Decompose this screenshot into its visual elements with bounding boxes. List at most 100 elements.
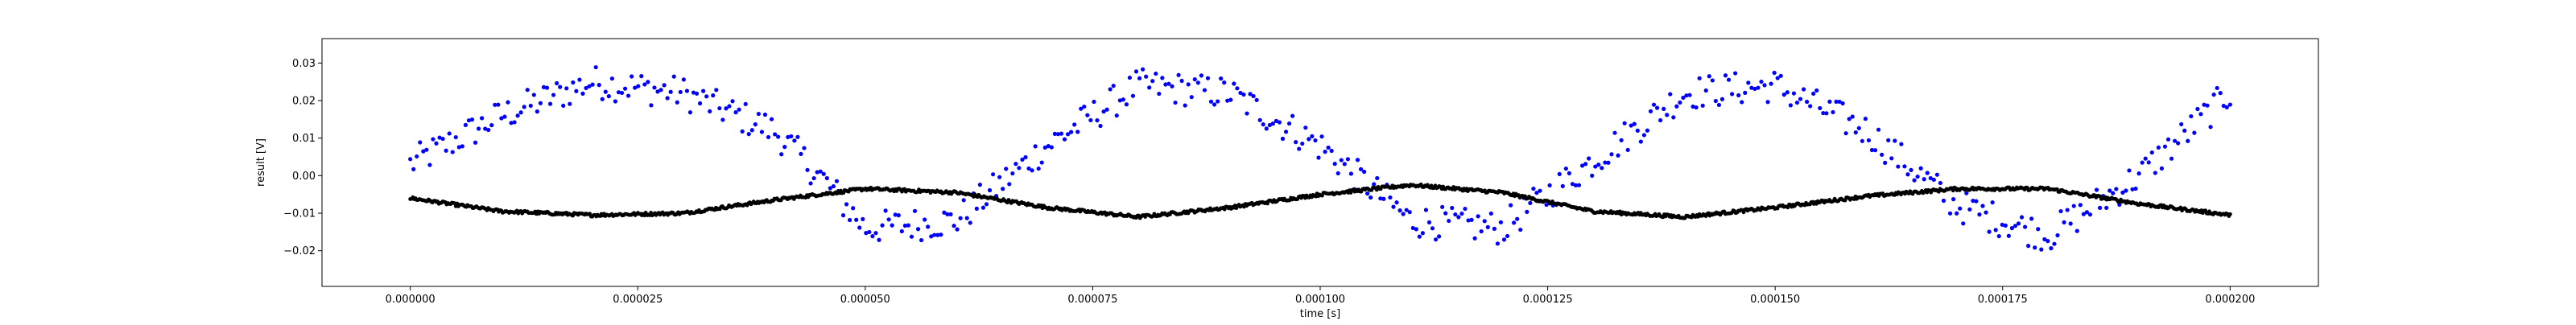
data-point <box>1619 138 1624 142</box>
data-point <box>2026 244 2031 249</box>
data-point <box>1654 105 1660 110</box>
data-point <box>2149 150 2154 155</box>
data-point <box>1199 73 1203 78</box>
x-tick-label: 0.000200 <box>2205 294 2255 306</box>
data-point <box>1603 160 1608 165</box>
data-point <box>415 154 419 159</box>
data-point <box>1749 85 1754 90</box>
data-point <box>883 208 888 213</box>
data-point <box>844 202 849 207</box>
data-point <box>1781 93 1786 97</box>
data-point <box>1544 202 1549 208</box>
data-point <box>1899 142 1904 146</box>
data-point <box>1426 220 1432 225</box>
series-0 <box>408 64 2232 252</box>
data-point <box>1365 191 1370 196</box>
data-point <box>1740 100 1744 105</box>
data-point <box>818 169 823 174</box>
data-point <box>1922 177 1926 182</box>
data-point <box>1762 83 1767 88</box>
data-point <box>1030 168 1034 173</box>
data-point <box>1866 138 1872 143</box>
data-point <box>2058 208 2063 214</box>
data-point <box>1505 233 1510 239</box>
data-point <box>1710 78 1715 83</box>
data-point <box>2227 102 2232 107</box>
data-point <box>639 74 644 79</box>
data-point <box>961 198 966 203</box>
data-point <box>2165 137 2171 142</box>
data-point <box>915 227 921 232</box>
data-point <box>1821 110 1826 116</box>
data-point <box>1726 77 1732 82</box>
data-point <box>609 76 614 81</box>
y-axis: −0.02 −0.01 0.00 0.01 0.02 0.03 <box>283 58 322 257</box>
data-point <box>626 93 631 98</box>
data-point <box>2074 228 2079 233</box>
data-point <box>1469 217 1474 222</box>
data-point <box>515 113 520 118</box>
data-point <box>2000 222 2004 227</box>
data-point <box>1974 199 1979 204</box>
data-point <box>1410 225 1415 231</box>
data-point <box>1818 105 1823 111</box>
data-point <box>799 151 803 156</box>
data-point <box>1297 146 1302 151</box>
data-point <box>2033 245 2037 250</box>
data-point <box>1531 186 1536 191</box>
data-point <box>1052 131 1057 136</box>
data-point <box>1746 80 1751 85</box>
data-point <box>2068 221 2073 226</box>
data-point <box>2202 102 2207 107</box>
data-point <box>753 122 758 127</box>
data-point <box>1801 87 1806 92</box>
data-point <box>1225 98 1230 103</box>
y-tick-label: −0.01 <box>283 208 316 220</box>
data-point <box>759 130 765 134</box>
data-point <box>1612 130 1617 135</box>
data-point <box>2136 171 2141 176</box>
data-point <box>861 216 865 221</box>
data-point <box>1150 79 1155 84</box>
y-axis-label: result [V] <box>255 138 267 187</box>
data-point <box>580 91 585 96</box>
data-point <box>1362 169 1367 175</box>
data-point <box>2127 168 2132 173</box>
data-point <box>984 202 989 207</box>
data-point <box>902 223 907 228</box>
data-point <box>1616 153 1620 158</box>
data-point <box>912 208 918 213</box>
data-point <box>1417 234 1422 239</box>
data-point <box>2218 91 2223 96</box>
data-point <box>2104 205 2109 210</box>
data-point <box>2062 220 2066 224</box>
data-point <box>437 135 442 140</box>
data-point <box>408 157 413 162</box>
data-point <box>2159 166 2165 171</box>
data-point <box>1264 126 1269 131</box>
data-point <box>480 116 485 121</box>
data-point <box>756 111 761 117</box>
data-point <box>2097 205 2103 210</box>
data-point <box>1590 173 1595 178</box>
data-point <box>828 186 832 191</box>
data-point <box>786 134 791 140</box>
data-point <box>730 99 735 104</box>
data-point <box>997 175 1002 179</box>
data-point <box>1335 171 1340 176</box>
data-point <box>1154 71 1158 76</box>
data-point <box>1192 77 1197 82</box>
data-point <box>2029 216 2034 221</box>
data-point <box>1466 218 1471 223</box>
data-point <box>2186 138 2190 143</box>
data-point <box>1391 204 1396 209</box>
data-point <box>613 99 618 104</box>
data-point <box>1358 167 1364 171</box>
data-point <box>1277 120 1282 125</box>
data-point <box>1108 87 1113 92</box>
data-point <box>1987 229 1992 234</box>
data-point <box>1235 86 1240 91</box>
data-point <box>2009 226 2014 231</box>
data-point <box>1133 69 1139 74</box>
data-point <box>2003 223 2008 228</box>
